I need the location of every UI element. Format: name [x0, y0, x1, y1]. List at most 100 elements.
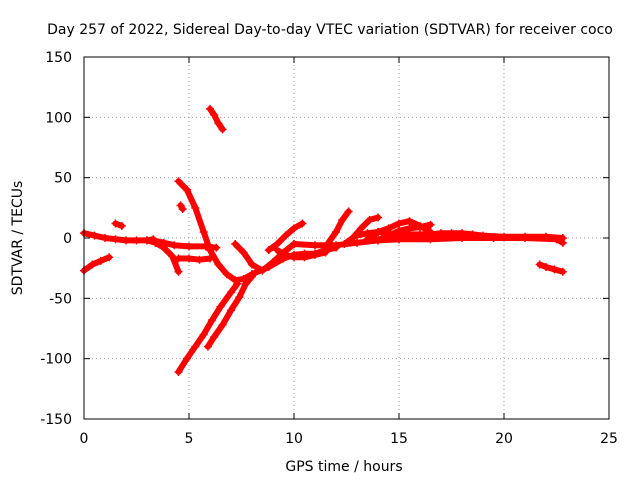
- data-point: [273, 246, 282, 255]
- data-point: [96, 256, 105, 265]
- data-point: [199, 227, 208, 236]
- series-line: [364, 235, 566, 246]
- data-point: [218, 125, 227, 134]
- data-point: [248, 260, 256, 269]
- data-point: [168, 252, 177, 261]
- data-point: [395, 235, 403, 244]
- data-point: [558, 267, 567, 276]
- data-point: [550, 265, 559, 274]
- data-point: [374, 213, 382, 222]
- data-point: [521, 234, 529, 242]
- data-point: [248, 270, 256, 279]
- data-point: [214, 260, 223, 269]
- data-point: [405, 217, 414, 226]
- series-trace: [264, 219, 307, 255]
- data-point: [191, 342, 200, 351]
- data-point: [206, 246, 214, 255]
- series-line: [175, 280, 241, 375]
- data-point: [212, 243, 221, 252]
- series-line: [324, 208, 352, 247]
- data-point: [227, 288, 235, 297]
- data-point: [426, 220, 435, 229]
- data-point: [489, 234, 498, 242]
- data-point: [395, 219, 403, 228]
- data-point: [105, 253, 114, 262]
- data-point: [182, 185, 191, 194]
- data-point: [174, 254, 183, 263]
- data-point: [170, 241, 179, 250]
- data-point: [290, 253, 298, 262]
- data-point: [405, 224, 414, 233]
- series-trace: [111, 219, 126, 230]
- data-point: [542, 262, 550, 271]
- data-point: [191, 203, 200, 212]
- data-point: [290, 224, 298, 233]
- data-point: [426, 235, 435, 244]
- data-point: [208, 316, 217, 325]
- x-tick-label: 15: [390, 431, 408, 447]
- x-tick-label: 20: [495, 431, 513, 447]
- data-point: [199, 330, 208, 339]
- data-point: [210, 110, 219, 119]
- data-point: [101, 234, 109, 242]
- data-point: [558, 238, 567, 247]
- data-point: [552, 235, 561, 244]
- x-tick-label: 0: [80, 431, 89, 447]
- series-line: [175, 178, 255, 284]
- data-point: [338, 215, 347, 224]
- data-point: [214, 119, 223, 128]
- data-point: [233, 279, 242, 288]
- data-point: [111, 235, 120, 244]
- series-trace: [273, 246, 330, 262]
- data-point: [281, 250, 290, 259]
- data-point: [311, 250, 319, 259]
- data-point: [416, 223, 424, 232]
- data-point: [374, 227, 382, 236]
- series-trace: [174, 177, 256, 285]
- x-axis-label: GPS time / hours: [285, 459, 402, 475]
- data-point: [323, 240, 332, 249]
- data-point: [122, 236, 130, 245]
- data-series: [80, 104, 567, 376]
- series-trace: [203, 272, 256, 351]
- data-point: [185, 254, 193, 263]
- data-point: [206, 254, 214, 263]
- data-point: [363, 235, 372, 244]
- series-line: [536, 261, 566, 275]
- series-trace: [340, 213, 382, 249]
- data-point: [231, 240, 240, 249]
- y-axis-label: SDTVAR / TECUs: [10, 181, 26, 296]
- data-point: [365, 215, 374, 224]
- x-tick-label: 25: [600, 431, 618, 447]
- data-point: [264, 246, 273, 255]
- data-point: [178, 205, 187, 214]
- x-tick-label: 10: [285, 431, 303, 447]
- series-trace: [176, 201, 187, 214]
- data-point: [235, 293, 244, 302]
- series-line: [81, 254, 113, 274]
- plot-frame: [83, 56, 610, 420]
- data-point: [117, 221, 126, 230]
- data-point: [340, 240, 349, 249]
- data-point: [159, 238, 168, 247]
- series-line: [175, 255, 213, 263]
- series-trace: [174, 279, 242, 376]
- data-point: [395, 226, 403, 235]
- series-trace: [80, 253, 114, 275]
- data-point: [210, 332, 219, 341]
- data-point: [300, 253, 309, 262]
- data-point: [357, 224, 366, 233]
- series-trace: [206, 104, 227, 134]
- y-tick-label: -150: [40, 412, 72, 428]
- data-point: [535, 260, 544, 269]
- data-point: [332, 241, 340, 250]
- y-tick-label: 50: [54, 171, 72, 187]
- data-point: [206, 104, 214, 113]
- y-tick-label: -100: [40, 352, 72, 368]
- y-tick-label: 150: [45, 50, 72, 66]
- y-tick-label: 0: [63, 231, 72, 247]
- data-point: [290, 240, 298, 249]
- data-point: [426, 227, 435, 236]
- data-point: [88, 260, 97, 269]
- data-point: [353, 231, 361, 240]
